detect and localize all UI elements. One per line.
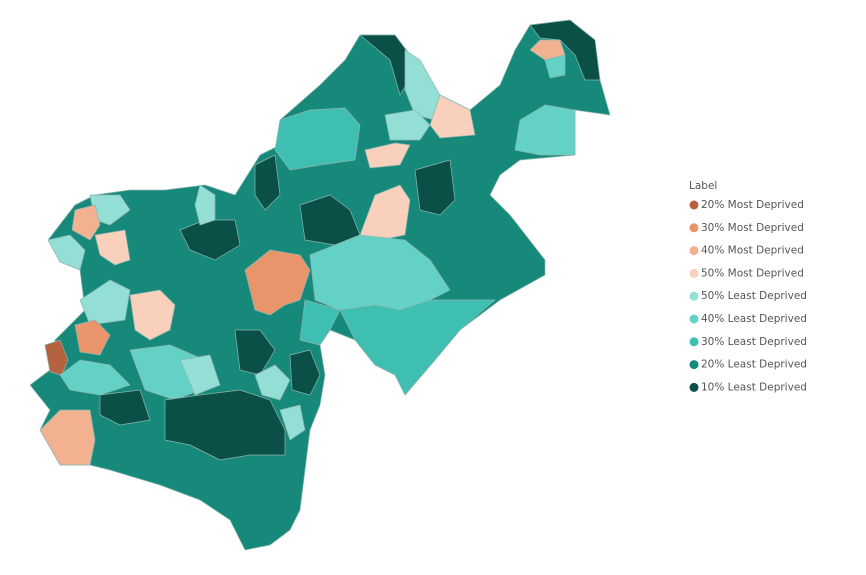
region (309, 234, 451, 311)
region (164, 389, 286, 461)
region (274, 107, 361, 171)
region (364, 142, 411, 169)
region (529, 19, 601, 81)
legend-label: 30% Least Deprived (701, 336, 807, 348)
region (414, 159, 456, 216)
legend-marker (689, 291, 699, 301)
legend-label: 20% Most Deprived (701, 199, 804, 211)
region (544, 54, 566, 79)
legend-label: 30% Most Deprived (701, 222, 804, 234)
legend-marker (689, 200, 699, 210)
region (59, 359, 131, 396)
map (29, 19, 611, 551)
legend-marker (689, 223, 699, 233)
region (529, 39, 566, 61)
legend-marker (689, 268, 699, 278)
region (384, 109, 431, 141)
region (79, 279, 131, 326)
region (179, 354, 221, 396)
region (254, 364, 291, 401)
region (129, 289, 176, 341)
legend-label: 40% Most Deprived (701, 245, 804, 257)
legend-label: 10% Least Deprived (701, 381, 807, 393)
legend-label: 40% Least Deprived (701, 313, 807, 325)
legend-marker (689, 337, 699, 347)
legend-label: 50% Least Deprived (701, 290, 807, 302)
legend-marker (689, 382, 699, 392)
legend: Label 20% Most Deprived 30% Most Deprived… (689, 180, 807, 393)
region (299, 299, 341, 346)
region (39, 409, 96, 466)
region (71, 204, 101, 241)
region (47, 234, 86, 271)
region (194, 184, 216, 226)
region (244, 249, 311, 316)
region (254, 154, 281, 211)
region (99, 389, 151, 426)
legend-marker (689, 314, 699, 324)
legend-title: Label (689, 180, 717, 192)
region (289, 349, 321, 396)
region (74, 319, 111, 356)
region (44, 339, 69, 376)
region (514, 104, 576, 156)
region (234, 329, 276, 376)
region (429, 94, 476, 139)
region (339, 299, 496, 396)
region (279, 404, 306, 441)
legend-label: 20% Least Deprived (701, 359, 807, 371)
legend-marker (689, 360, 699, 370)
legend-label: 50% Most Deprived (701, 267, 804, 279)
region (94, 229, 131, 266)
legend-marker (689, 246, 699, 256)
